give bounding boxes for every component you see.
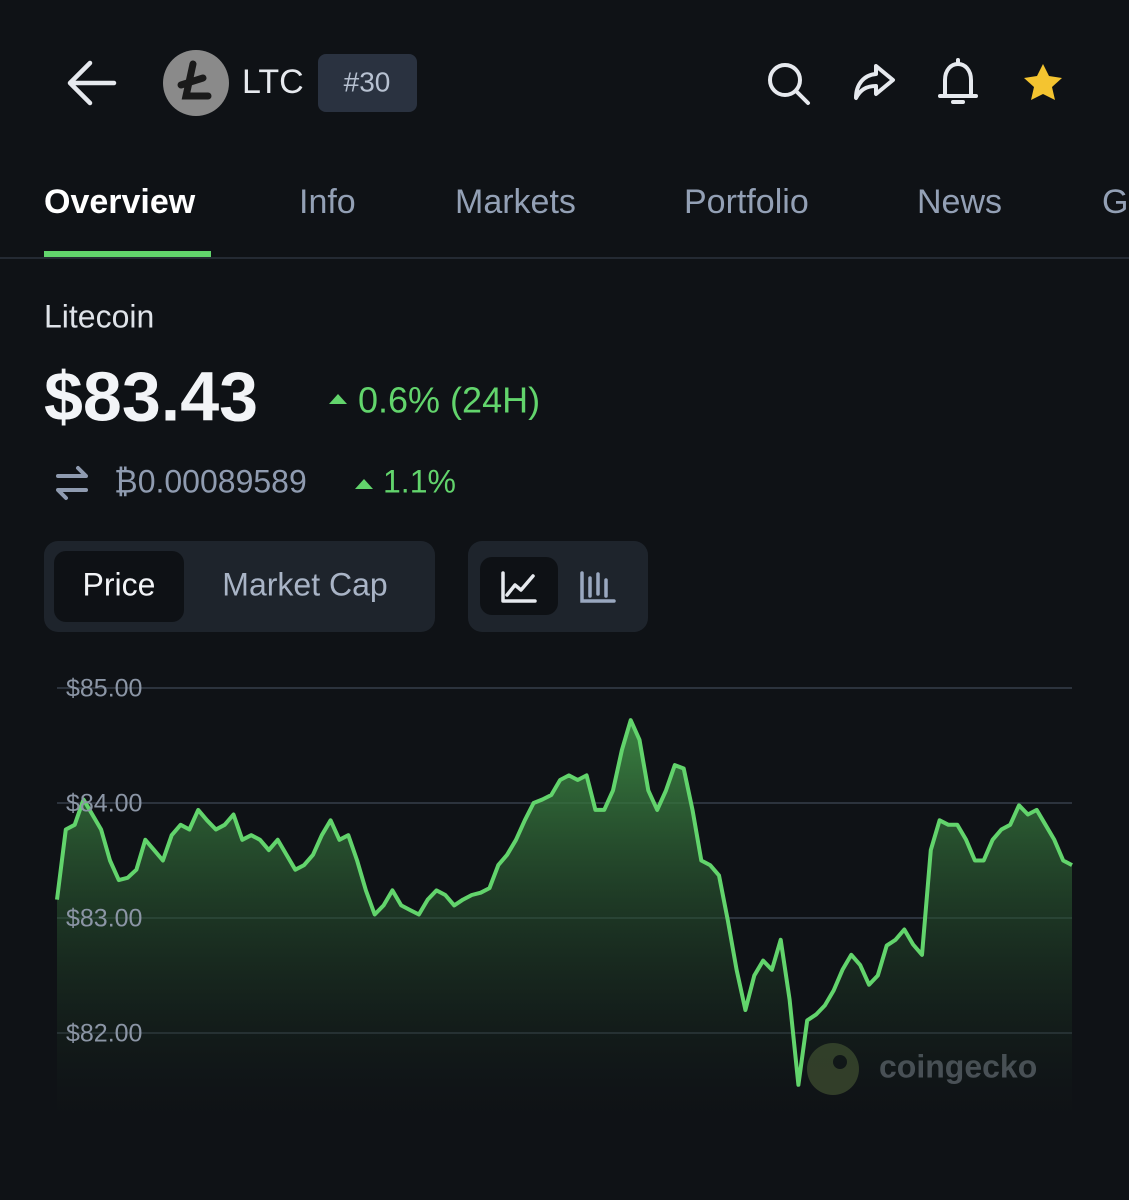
rank-badge xyxy=(318,54,417,112)
candle-chart-icon[interactable] xyxy=(580,571,616,603)
btc-change: 1.1% xyxy=(383,463,456,499)
share-icon[interactable] xyxy=(854,64,895,100)
coin-symbol: LTC xyxy=(242,63,304,101)
swap-icon xyxy=(56,466,88,500)
btc-price: ₿0.00089589 xyxy=(114,463,307,499)
coin-logo xyxy=(163,50,229,116)
tab-active[interactable]: Overview xyxy=(44,183,196,221)
price-area xyxy=(57,720,1072,1120)
y-tick-label: $84.00 xyxy=(66,790,142,818)
favorite-star[interactable] xyxy=(1024,64,1062,100)
tab[interactable]: G xyxy=(1102,183,1128,221)
y-tick-label: $83.00 xyxy=(66,905,142,933)
price-line xyxy=(55,718,1073,1087)
tab[interactable]: Portfolio xyxy=(684,183,809,221)
toggle-option[interactable]: Market Cap xyxy=(222,566,387,602)
y-tick-label: $85.00 xyxy=(66,675,142,703)
coin-name: Litecoin xyxy=(44,298,154,334)
price-chart: $85.00 $84.00 $83.00 $82.00 xyxy=(55,675,1073,1120)
y-tick-label: $82.00 xyxy=(66,1020,142,1048)
up-arrow xyxy=(355,479,373,489)
tab[interactable]: Info xyxy=(299,183,356,221)
up-arrow xyxy=(329,394,347,404)
tab-indicator xyxy=(44,251,211,257)
tab-divider xyxy=(0,257,1129,259)
search-icon[interactable] xyxy=(768,63,810,105)
toggle-option[interactable]: Price xyxy=(83,566,156,602)
coin-price: $83.43 xyxy=(44,357,258,435)
alert-icon[interactable] xyxy=(938,58,978,104)
toggle-selected xyxy=(480,557,558,615)
price-change: 0.6% (24H) xyxy=(358,380,540,421)
tab[interactable]: News xyxy=(917,183,1002,221)
rank-text: #30 xyxy=(344,66,391,97)
toggle-selected xyxy=(54,551,184,622)
line-chart-icon[interactable] xyxy=(501,571,537,603)
tab[interactable]: Markets xyxy=(455,183,576,221)
back-button[interactable] xyxy=(67,60,117,106)
